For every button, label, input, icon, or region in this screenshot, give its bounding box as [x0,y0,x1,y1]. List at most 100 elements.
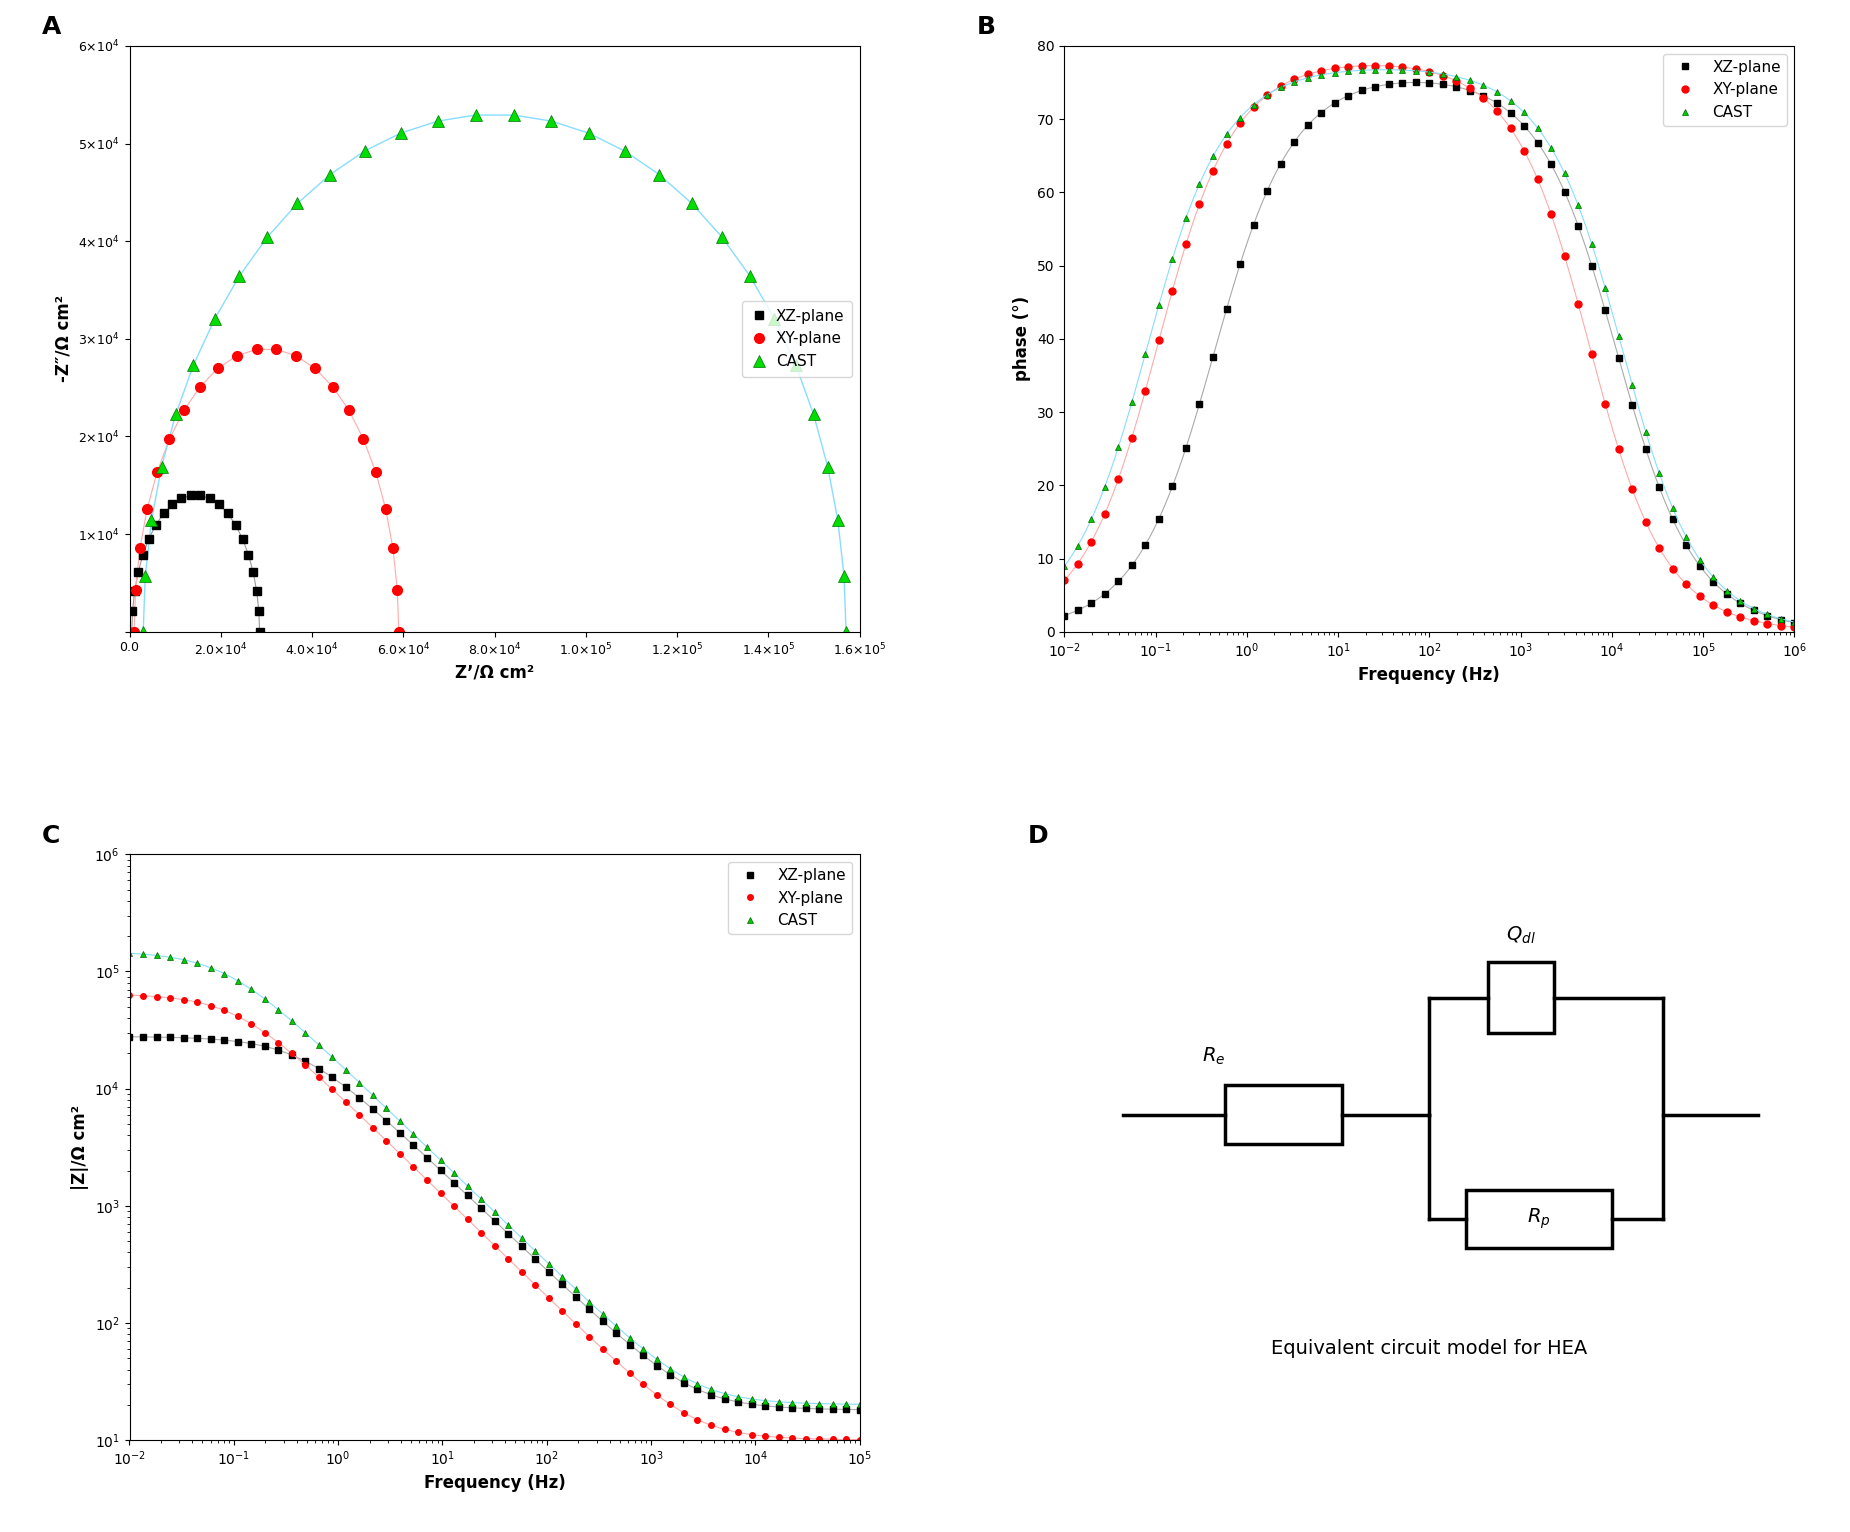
CAST [255,228,278,247]
CAST [150,458,172,476]
CAST [832,567,855,585]
XZ-plane [207,495,229,513]
XY-plane [226,346,248,365]
XY-plane [1770,616,1793,634]
XZ-plane [768,1397,790,1416]
XZ-plane [224,516,246,535]
XY-plane [1228,113,1251,132]
CAST [503,106,525,124]
CAST [834,1396,857,1414]
XZ-plane [388,1123,411,1141]
CAST [200,959,222,977]
XY-plane [146,463,168,481]
CAST [253,990,276,1008]
CAST [1783,613,1806,631]
XZ-plane [154,504,176,522]
Line: XZ-plane: XZ-plane [126,1034,862,1413]
XZ-plane [120,622,142,640]
X-axis label: Frequency (Hz): Frequency (Hz) [424,1474,566,1492]
Line: XZ-plane: XZ-plane [1060,80,1798,627]
XZ-plane [253,1037,276,1056]
XY-plane [388,622,411,640]
Legend: XZ-plane, XY-plane, CAST: XZ-plane, XY-plane, CAST [1663,54,1787,126]
XY-plane [834,1431,857,1449]
Bar [1225,1085,1341,1144]
XY-plane [1783,617,1806,636]
XZ-plane [231,530,253,548]
CAST [710,228,733,247]
CAST [353,142,376,161]
XY-plane [118,987,141,1005]
Y-axis label: phase (°): phase (°) [1014,296,1030,381]
CAST [1134,345,1156,363]
Line: CAST: CAST [126,950,862,1406]
CAST [135,567,157,585]
XZ-plane [1715,585,1737,604]
XY-plane [207,358,229,377]
Line: XY-plane: XY-plane [130,345,403,637]
CAST [681,195,703,213]
XY-plane [1188,195,1210,213]
CAST [388,1112,411,1131]
XZ-plane [137,530,159,548]
XZ-plane [294,1052,316,1071]
CAST [118,944,141,962]
XY-plane [387,581,409,599]
CAST [540,112,562,130]
Line: XY-plane: XY-plane [1060,63,1798,631]
XZ-plane [1053,607,1075,625]
CAST [427,112,450,130]
CAST [1053,558,1075,576]
Line: XZ-plane: XZ-plane [128,492,265,636]
Y-axis label: |Z|/Ω cm²: |Z|/Ω cm² [70,1105,89,1190]
XY-plane [364,463,387,481]
XZ-plane [1323,93,1345,112]
XZ-plane [198,489,220,507]
XY-plane [200,996,222,1014]
Text: $R_e$: $R_e$ [1202,1045,1225,1066]
XZ-plane [1134,536,1156,555]
XY-plane [189,377,211,395]
XY-plane [849,1431,871,1449]
Line: XY-plane: XY-plane [126,993,862,1443]
XY-plane [265,340,287,358]
CAST [1378,61,1400,80]
XZ-plane [189,486,211,504]
XZ-plane [131,545,154,564]
Bar [1465,1189,1611,1249]
XY-plane [352,430,374,449]
XY-plane [322,377,344,395]
CAST [768,1393,790,1411]
CAST [318,165,340,184]
XZ-plane [1770,611,1793,630]
CAST [165,406,187,424]
CAST [827,512,849,530]
XY-plane [294,1056,316,1074]
XY-plane [1134,381,1156,400]
CAST [1715,582,1737,601]
CAST [784,355,807,374]
CAST [390,124,413,142]
CAST [287,195,309,213]
CAST [1188,175,1210,193]
XZ-plane [242,564,265,582]
CAST [464,106,487,124]
CAST [228,267,250,285]
CAST [1770,610,1793,628]
CAST [1323,63,1345,81]
XY-plane [137,499,159,518]
XY-plane [339,401,361,420]
XZ-plane [118,1028,141,1046]
XZ-plane [1404,74,1426,92]
XZ-plane [1188,395,1210,414]
XY-plane [122,622,144,640]
XZ-plane [216,504,239,522]
CAST [204,309,226,328]
Y-axis label: -Z″/Ω cm²: -Z″/Ω cm² [56,296,72,383]
XY-plane [381,539,403,558]
XY-plane [1053,571,1075,590]
Bar [1487,962,1554,1033]
XY-plane [768,1428,790,1446]
XY-plane [1715,602,1737,620]
XY-plane [374,499,396,518]
